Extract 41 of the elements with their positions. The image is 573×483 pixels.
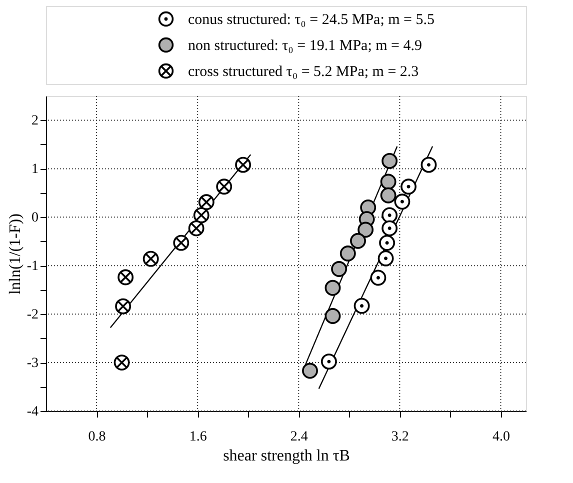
point xyxy=(358,222,374,238)
point xyxy=(331,261,348,277)
y-tick-label: -1 xyxy=(26,259,38,274)
y-tick-label: -4 xyxy=(26,404,38,420)
y-axis-title: lnln(1/(1-F)) xyxy=(6,214,24,294)
y-tick-label: 2 xyxy=(32,114,38,129)
point xyxy=(379,234,396,251)
point xyxy=(380,187,396,204)
x-tick-label: 4.0 xyxy=(492,430,510,444)
x-tick-label: 3.2 xyxy=(391,430,409,444)
y-tick-label: -2 xyxy=(26,308,38,323)
point xyxy=(382,152,398,169)
point xyxy=(350,232,366,249)
point xyxy=(324,308,341,324)
point xyxy=(382,220,398,236)
x-tick-label: 1.6 xyxy=(189,430,207,444)
point xyxy=(302,362,318,379)
point xyxy=(173,234,190,251)
legend-label: conus structured: τ₀ = 24.5 MPa; m = 5.5 xyxy=(188,12,434,28)
x-axis-title: shear strength ln τB xyxy=(223,448,350,464)
point xyxy=(235,156,252,173)
legend-label: non structured: τ₀ = 19.1 MPa; m = 4.9 xyxy=(188,38,422,54)
point xyxy=(216,178,232,195)
point xyxy=(370,270,386,286)
point xyxy=(115,298,132,314)
point xyxy=(320,354,337,370)
point xyxy=(324,280,341,296)
point xyxy=(394,194,410,210)
y-tick-label: -3 xyxy=(26,356,38,372)
point xyxy=(354,298,370,314)
point xyxy=(380,174,396,190)
point xyxy=(420,156,437,173)
y-tick-label: 1 xyxy=(32,162,38,178)
point xyxy=(378,250,394,266)
x-tick-label: 0.8 xyxy=(88,430,106,444)
legend-label: cross structured τ₀ = 5.2 MPa; m = 2.3 xyxy=(188,64,419,80)
point xyxy=(142,250,159,267)
point xyxy=(400,178,416,195)
x-tick-label: 2.4 xyxy=(290,430,308,444)
y-tick-label: 0 xyxy=(32,210,38,226)
point xyxy=(340,246,356,262)
